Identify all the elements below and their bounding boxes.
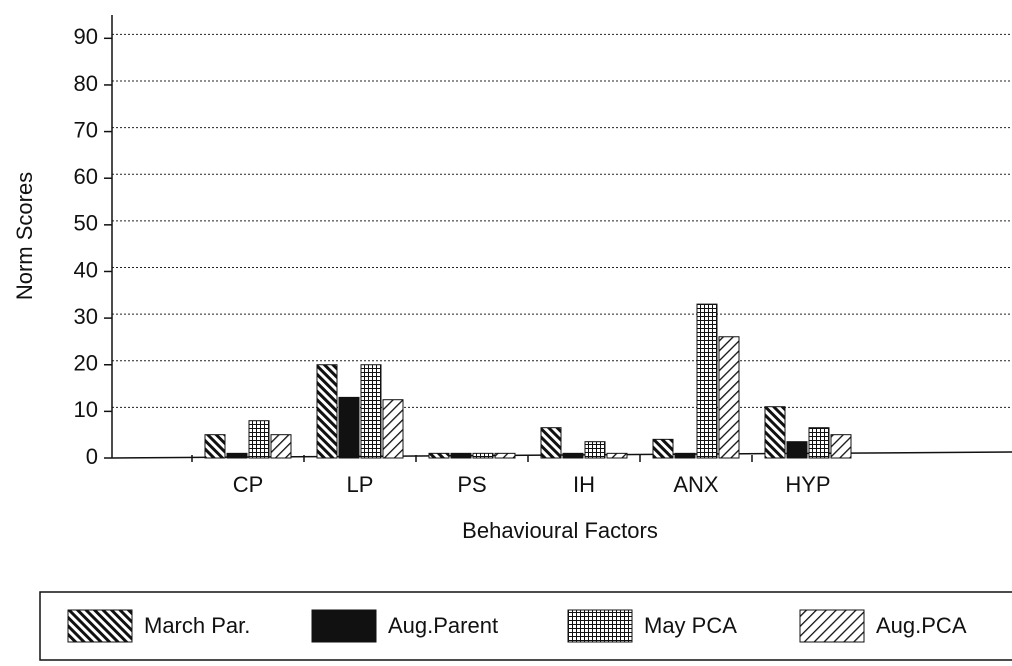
legend-swatch (67, 609, 133, 643)
bar (450, 452, 472, 459)
x-tick-label: HYP (785, 472, 830, 497)
bar (718, 336, 740, 459)
bar (786, 441, 808, 459)
x-tick-label: ANX (673, 472, 719, 497)
y-tick-label: 60 (74, 164, 98, 189)
bar (428, 452, 450, 459)
bar (696, 303, 718, 459)
bar (360, 364, 382, 459)
legend-swatch (799, 609, 865, 643)
bar (764, 406, 786, 459)
y-tick-label: 90 (74, 24, 98, 49)
bar (606, 452, 628, 459)
y-tick-label: 80 (74, 71, 98, 96)
y-axis-label: Norm Scores (12, 172, 37, 300)
bar (540, 427, 562, 459)
x-tick-label: LP (347, 472, 374, 497)
x-tick-label: CP (233, 472, 264, 497)
bar (808, 427, 830, 459)
y-tick-label: 20 (74, 351, 98, 376)
bar (248, 420, 270, 459)
legend-swatch (567, 609, 633, 643)
bar (472, 452, 494, 459)
bar (338, 396, 360, 459)
y-tick-label: 30 (74, 304, 98, 329)
bar (226, 452, 248, 459)
legend-label: Aug.PCA (876, 613, 967, 638)
legend-label: Aug.Parent (388, 613, 498, 638)
y-tick-label: 10 (74, 397, 98, 422)
bar (494, 452, 516, 459)
y-tick-label: 40 (74, 257, 98, 282)
bar (674, 452, 696, 459)
bar (562, 452, 584, 459)
x-tick-label: IH (573, 472, 595, 497)
y-tick-label: 0 (86, 444, 98, 469)
bar (652, 438, 674, 459)
legend-label: May PCA (644, 613, 737, 638)
bar (584, 441, 606, 459)
legend-label: March Par. (144, 613, 250, 638)
y-tick-label: 70 (74, 117, 98, 142)
bar (316, 364, 338, 459)
y-tick-label: 50 (74, 211, 98, 236)
bar (830, 434, 852, 459)
bar (204, 434, 226, 459)
x-axis-label: Behavioural Factors (462, 518, 658, 543)
bar (382, 399, 404, 459)
bar (270, 434, 292, 459)
x-tick-label: PS (457, 472, 486, 497)
legend-box (39, 591, 1012, 661)
legend-swatch (311, 609, 377, 643)
